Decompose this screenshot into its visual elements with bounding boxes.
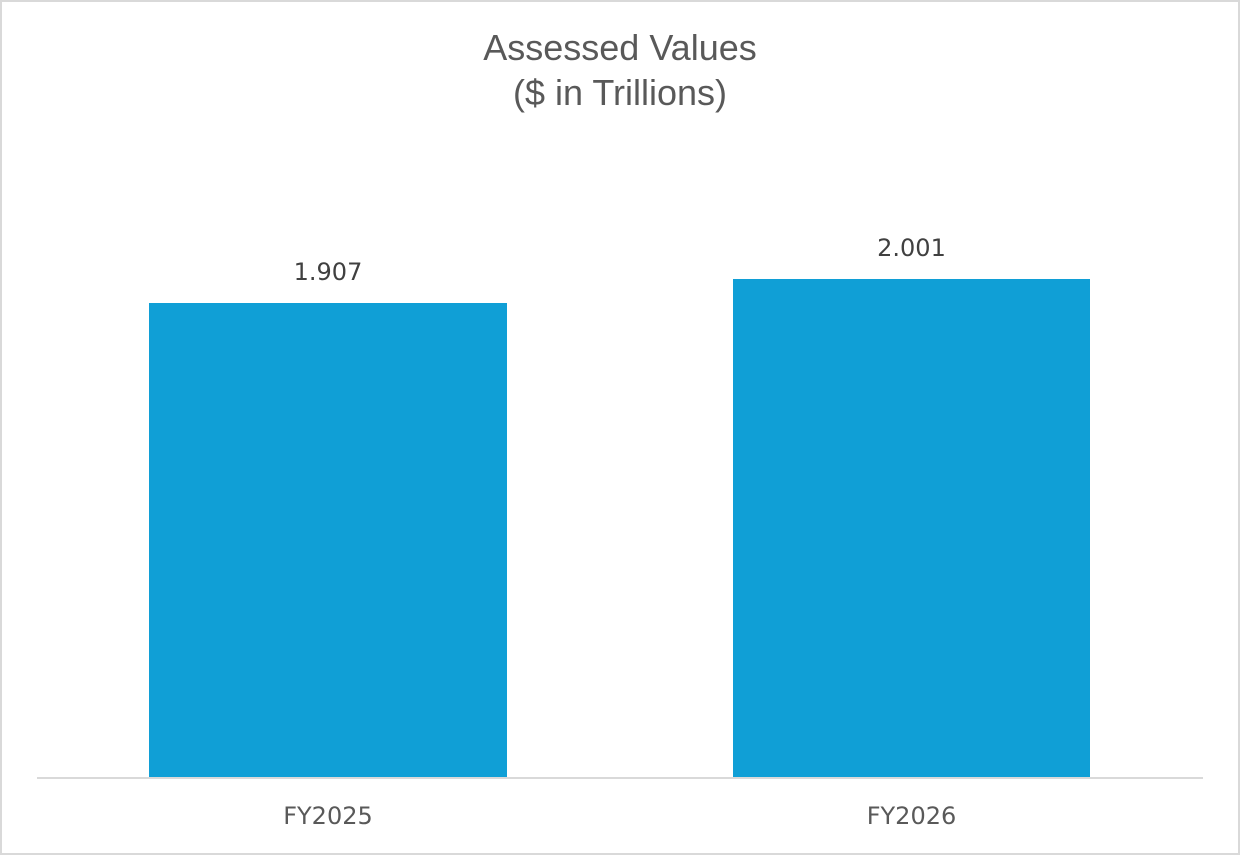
bar-fy2025	[149, 303, 507, 778]
data-label-fy2025: 1.907	[293, 258, 363, 286]
x-tick-label-fy2026: FY2026	[866, 802, 957, 830]
x-tick-label-fy2025: FY2025	[283, 802, 373, 830]
bar-fy2026	[733, 279, 1090, 778]
chart-subtitle: ($ in Trillions)	[512, 72, 728, 113]
x-axis-line	[37, 777, 1203, 779]
data-label-fy2026: 2.001	[877, 234, 946, 262]
chart-title: Assessed Values	[483, 27, 757, 68]
